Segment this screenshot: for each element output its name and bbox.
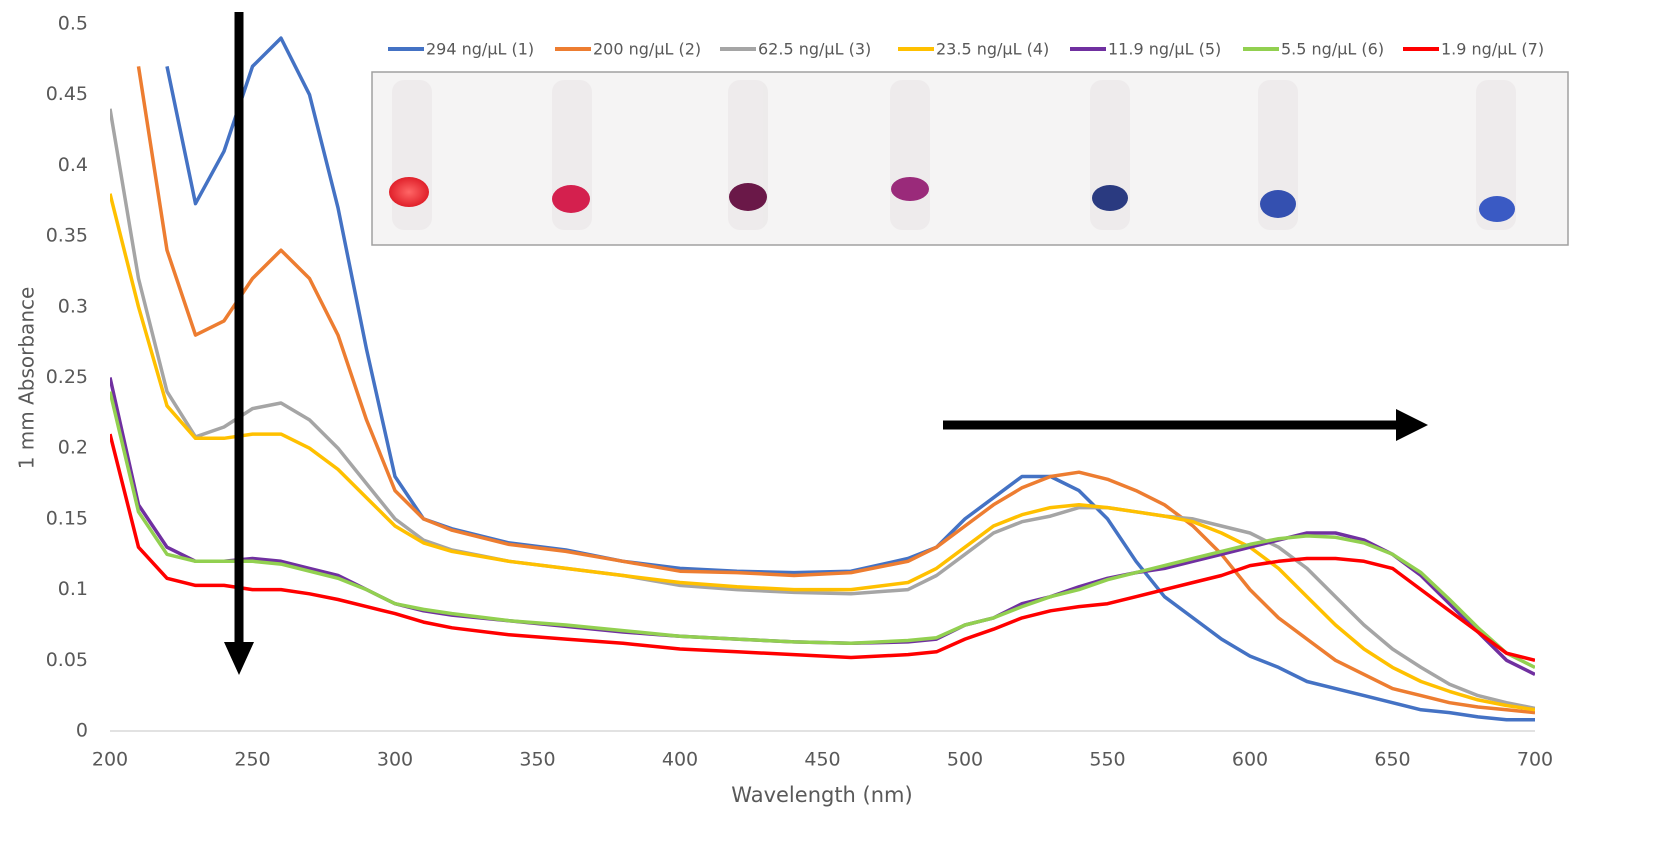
y-tick-label: 0.35: [46, 225, 88, 247]
series-line: [110, 193, 1535, 712]
series-line: [110, 433, 1535, 662]
series-line: [136, 66, 1535, 715]
y-tick-label: 0.45: [46, 83, 88, 105]
x-tick-label: 500: [947, 749, 983, 771]
x-tick-label: 400: [662, 749, 698, 771]
x-tick-label: 300: [377, 749, 413, 771]
y-tick-label: 0.3: [58, 295, 88, 317]
x-tick-label: 700: [1517, 749, 1553, 771]
legend-label: 5.5 ng/µL (6): [1281, 40, 1384, 59]
x-tick-label: 350: [519, 749, 555, 771]
y-tick-label: 0.05: [46, 649, 88, 671]
arrows: [224, 12, 1428, 675]
legend-label: 294 ng/µL (1): [426, 40, 534, 59]
series-line: [110, 108, 1535, 711]
y-tick-label: 0: [76, 720, 88, 742]
y-tick-label: 0.4: [58, 154, 88, 176]
x-tick-label: 550: [1089, 749, 1125, 771]
series-line: [165, 36, 1535, 722]
x-tick-label: 600: [1232, 749, 1268, 771]
legend-label: 200 ng/µL (2): [593, 40, 701, 59]
x-axis-title: Wavelength (nm): [731, 783, 912, 807]
legend-label: 11.9 ng/µL (5): [1108, 40, 1221, 59]
y-tick-label: 0.2: [58, 437, 88, 459]
y-axis-title: 1 mm Absorbance: [15, 287, 39, 470]
y-tick-label: 0.15: [46, 507, 88, 529]
legend-label: 1.9 ng/µL (7): [1441, 40, 1544, 59]
tube-photo: [371, 71, 1569, 246]
x-tick-label: 200: [92, 749, 128, 771]
y-tick-label: 0.1: [58, 578, 88, 600]
y-tick-label: 0.25: [46, 366, 88, 388]
legend-label: 62.5 ng/µL (3): [758, 40, 871, 59]
x-tick-label: 450: [804, 749, 840, 771]
x-tick-label: 250: [234, 749, 270, 771]
series-line: [110, 391, 1535, 669]
legend-label: 23.5 ng/µL (4): [936, 40, 1049, 59]
y-tick-label: 0.5: [58, 13, 88, 35]
x-tick-label: 650: [1374, 749, 1410, 771]
